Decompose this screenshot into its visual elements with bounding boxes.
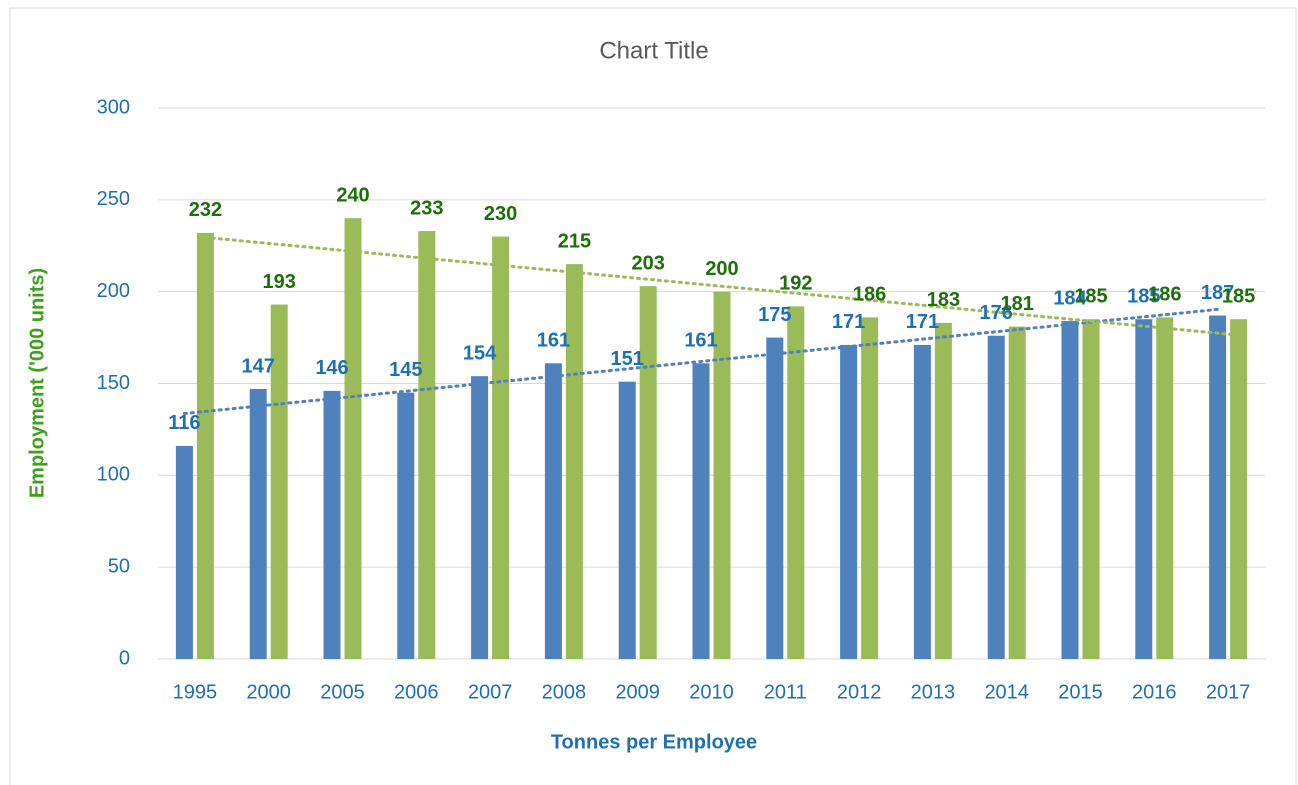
- data-label: 146: [315, 357, 348, 379]
- y-tick-label: 250: [97, 188, 130, 210]
- bar: [1135, 319, 1153, 659]
- bar: [913, 344, 931, 659]
- bar: [249, 389, 267, 659]
- bar: [418, 231, 436, 659]
- data-label: 171: [906, 311, 939, 333]
- data-label: 193: [263, 271, 296, 293]
- bar: [344, 218, 362, 659]
- x-tick-label: 2016: [1132, 681, 1177, 703]
- data-label: 186: [1148, 284, 1181, 306]
- bar: [713, 291, 731, 659]
- x-tick-label: 2015: [1058, 681, 1103, 703]
- data-label: 147: [242, 355, 275, 377]
- data-label: 187: [1201, 282, 1234, 304]
- x-tick-label: 2011: [764, 681, 807, 703]
- x-tick-label: 2012: [837, 681, 882, 703]
- data-label: 145: [389, 359, 422, 381]
- bar: [1209, 315, 1227, 659]
- data-label: 192: [779, 273, 812, 295]
- data-label: 185: [1074, 285, 1107, 307]
- trendline: [182, 307, 1220, 416]
- y-tick-label: 50: [108, 555, 130, 577]
- bar: [544, 363, 562, 659]
- data-label: 232: [189, 199, 222, 221]
- data-label: 184: [1053, 287, 1087, 309]
- data-label: 200: [705, 258, 738, 280]
- x-axis-title: Tonnes per Employee: [551, 731, 757, 753]
- x-tick-label: 2017: [1206, 681, 1251, 703]
- bar: [1061, 321, 1079, 659]
- x-tick-label: 2005: [320, 681, 365, 703]
- bar: [270, 304, 288, 659]
- data-label: 183: [927, 289, 960, 311]
- y-axis-title: Employment ('000 units): [26, 268, 48, 498]
- data-label: 161: [537, 330, 570, 352]
- data-label: 203: [632, 252, 665, 274]
- bar: [1230, 319, 1248, 659]
- data-label: 185: [1127, 285, 1160, 307]
- bar: [175, 445, 193, 659]
- bar: [397, 392, 415, 659]
- data-label: 161: [684, 330, 717, 352]
- x-tick-label: 2009: [615, 681, 660, 703]
- bar: [934, 322, 952, 659]
- y-tick-label: 100: [97, 464, 130, 486]
- bar: [1008, 326, 1026, 659]
- bar: [861, 317, 879, 659]
- data-label: 230: [484, 203, 517, 225]
- data-label: 233: [410, 197, 443, 219]
- bar: [639, 286, 657, 659]
- bar: [692, 363, 710, 659]
- chart-title: Chart Title: [599, 37, 708, 64]
- y-tick-label: 300: [97, 96, 130, 118]
- data-label: 240: [336, 184, 369, 206]
- data-label: 151: [611, 348, 644, 370]
- trendline: [203, 235, 1241, 337]
- bar: [766, 337, 784, 659]
- y-tick-label: 0: [119, 647, 130, 669]
- bar: [565, 264, 583, 659]
- bar: [987, 335, 1005, 659]
- data-label: 185: [1222, 285, 1255, 307]
- bar: [492, 236, 510, 660]
- data-label: 171: [832, 311, 865, 333]
- y-tick-label: 150: [97, 372, 130, 394]
- x-tick-label: 2006: [394, 681, 439, 703]
- bar: [618, 381, 636, 659]
- x-tick-label: 2008: [542, 681, 587, 703]
- bar: [471, 376, 489, 659]
- data-label: 186: [853, 284, 886, 306]
- bar: [1156, 317, 1174, 659]
- x-tick-label: 1995: [173, 681, 218, 703]
- bar: [1082, 319, 1100, 659]
- data-label: 215: [558, 230, 591, 252]
- x-tick-label: 2013: [911, 681, 956, 703]
- x-tick-label: 2000: [246, 681, 291, 703]
- data-label: 181: [1001, 293, 1034, 315]
- bar: [323, 390, 341, 659]
- x-tick-label: 2010: [689, 681, 734, 703]
- bar: [196, 232, 214, 660]
- data-label: 154: [463, 342, 497, 364]
- data-label: 176: [980, 302, 1013, 324]
- data-label: 175: [758, 304, 791, 326]
- bar: [787, 306, 805, 659]
- y-tick-label: 200: [97, 280, 130, 302]
- x-tick-label: 2014: [984, 681, 1029, 703]
- x-tick-label: 2007: [468, 681, 513, 703]
- bar: [840, 344, 858, 659]
- data-label: 116: [168, 412, 200, 434]
